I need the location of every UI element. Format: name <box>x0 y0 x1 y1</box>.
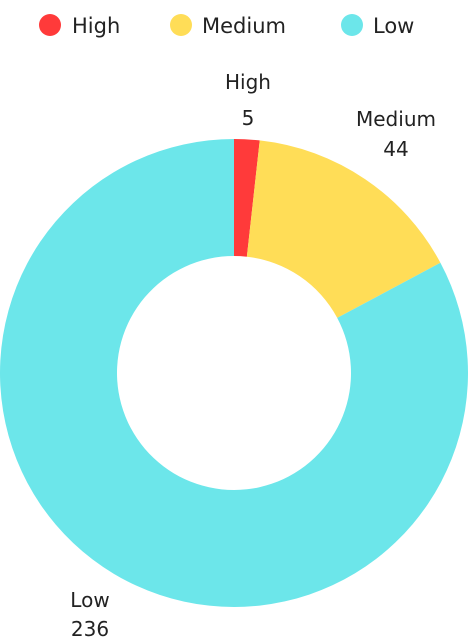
legend: High Medium Low <box>39 14 414 38</box>
data-label-value-high: 5 <box>242 106 255 130</box>
slice-low[interactable] <box>0 139 468 607</box>
legend-label-low: Low <box>373 14 414 38</box>
data-label-name-medium: Medium <box>356 107 436 131</box>
slice-high[interactable] <box>234 139 260 257</box>
data-label-name-low: Low <box>70 588 109 612</box>
data-label-low: Low 236 <box>70 588 109 641</box>
slice-medium[interactable] <box>246 140 441 318</box>
legend-label-high: High <box>72 14 120 38</box>
legend-item-high[interactable]: High <box>39 14 120 38</box>
data-label-value-low: 236 <box>71 617 109 639</box>
legend-label-medium: Medium <box>202 14 286 38</box>
data-label-medium: Medium 44 <box>356 107 436 161</box>
legend-marker-medium <box>170 14 192 36</box>
data-labels: High 5 Medium 44 Low 236 <box>70 70 436 641</box>
legend-item-low[interactable]: Low <box>341 14 414 38</box>
legend-marker-high <box>39 14 61 36</box>
data-label-high: High 5 <box>225 70 271 130</box>
data-label-value-medium: 44 <box>383 137 408 161</box>
donut-slices <box>0 139 468 607</box>
legend-item-medium[interactable]: Medium <box>170 14 286 38</box>
data-label-name-high: High <box>225 70 271 94</box>
legend-marker-low <box>341 14 363 36</box>
